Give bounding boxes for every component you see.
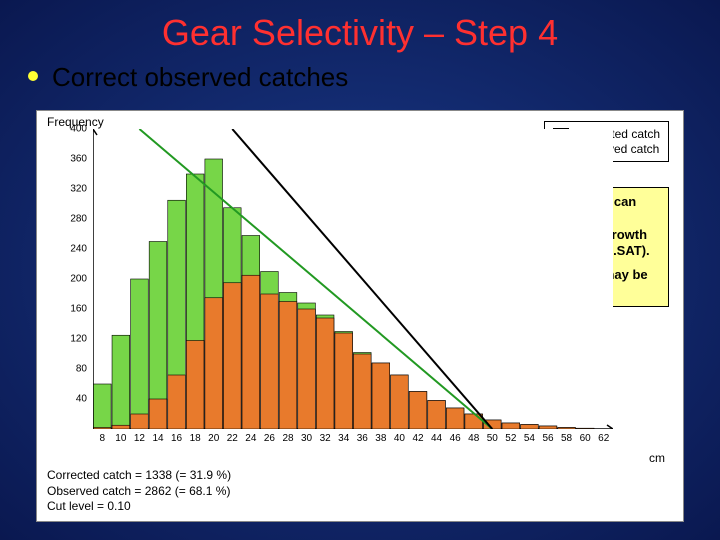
- x-tick-label: 28: [279, 433, 297, 444]
- y-tick-label: 80: [63, 364, 87, 375]
- x-tick-label: 42: [409, 433, 427, 444]
- y-tick-label: 40: [63, 394, 87, 405]
- x-tick-label: 44: [428, 433, 446, 444]
- x-tick-label: 38: [372, 433, 390, 444]
- x-tick-label: 18: [186, 433, 204, 444]
- bullet-text: Correct observed catches: [52, 62, 348, 93]
- x-tick-label: 52: [502, 433, 520, 444]
- y-tick-label: 400: [63, 124, 87, 135]
- x-tick-label: 12: [130, 433, 148, 444]
- bar-chart: [93, 129, 613, 429]
- x-tick-label: 10: [112, 433, 130, 444]
- footer-line: Cut level = 0.10: [47, 499, 231, 515]
- x-tick-label: 22: [223, 433, 241, 444]
- x-tick-label: 32: [316, 433, 334, 444]
- y-tick-label: 280: [63, 214, 87, 225]
- footer-line: Corrected catch = 1338 (= 31.9 %): [47, 468, 231, 484]
- x-tick-label: 60: [576, 433, 594, 444]
- x-tick-label: 34: [335, 433, 353, 444]
- chart-panel: Frequency Corrected catch Observed catch…: [36, 110, 684, 522]
- x-tick-label: 62: [595, 433, 613, 444]
- x-tick-label: 16: [168, 433, 186, 444]
- y-tick-label: 320: [63, 184, 87, 195]
- y-tick-label: 360: [63, 154, 87, 165]
- slide-title: Gear Selectivity – Step 4: [0, 0, 720, 54]
- x-tick-label: 46: [446, 433, 464, 444]
- x-tick-label: 14: [149, 433, 167, 444]
- x-tick-label: 24: [242, 433, 260, 444]
- x-tick-label: 58: [558, 433, 576, 444]
- x-tick-label: 26: [260, 433, 278, 444]
- x-tick-label: 40: [390, 433, 408, 444]
- x-tick-label: 50: [483, 433, 501, 444]
- x-tick-label: 8: [93, 433, 111, 444]
- x-tick-label: 20: [205, 433, 223, 444]
- bullet-row: Correct observed catches: [28, 62, 720, 93]
- y-tick-label: 160: [63, 304, 87, 315]
- x-tick-label: 48: [465, 433, 483, 444]
- bullet-dot-icon: [28, 71, 38, 81]
- y-tick-label: 120: [63, 334, 87, 345]
- chart-footer: Corrected catch = 1338 (= 31.9 %) Observ…: [47, 468, 231, 515]
- x-tick-label: 36: [353, 433, 371, 444]
- y-tick-label: 200: [63, 274, 87, 285]
- x-tick-label: 56: [539, 433, 557, 444]
- x-tick-label: 30: [298, 433, 316, 444]
- x-tick-label: 54: [520, 433, 538, 444]
- y-tick-label: 240: [63, 244, 87, 255]
- footer-line: Observed catch = 2862 (= 68.1 %): [47, 484, 231, 500]
- slide: Gear Selectivity – Step 4 Correct observ…: [0, 0, 720, 540]
- x-axis-title: cm: [649, 451, 665, 465]
